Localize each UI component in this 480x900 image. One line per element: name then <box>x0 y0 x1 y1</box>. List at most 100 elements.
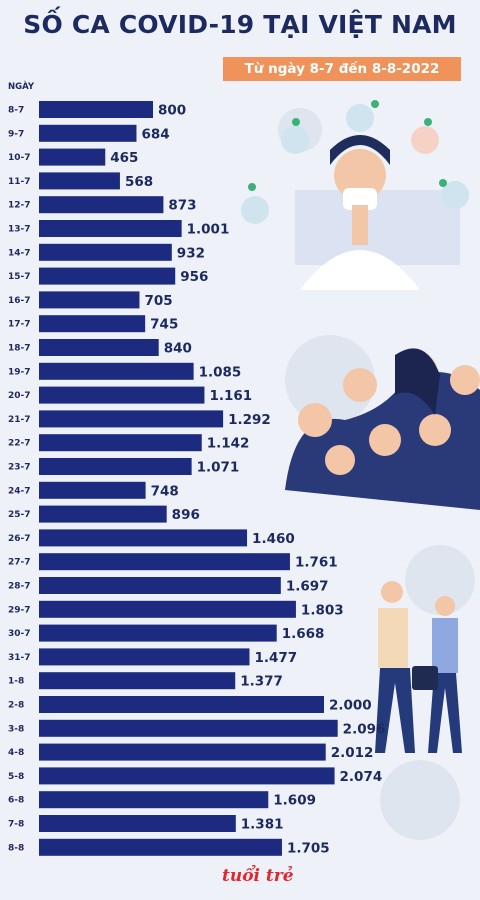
category-label: 15-7 <box>8 272 31 282</box>
doctor-illustration <box>295 135 460 290</box>
category-label: 26-7 <box>8 534 31 544</box>
category-label: 31-7 <box>8 653 31 663</box>
value-label: 465 <box>110 150 138 166</box>
bar <box>39 791 269 809</box>
value-label: 2.012 <box>331 745 374 761</box>
value-label: 1.697 <box>286 579 329 595</box>
category-label: 28-7 <box>8 582 31 592</box>
value-label: 1.142 <box>207 436 250 452</box>
bar <box>39 124 137 142</box>
category-label: 3-8 <box>8 724 24 734</box>
category-label: 5-8 <box>8 772 24 782</box>
value-label: 1.761 <box>295 555 338 571</box>
category-label: 8-8 <box>8 843 24 853</box>
value-label: 684 <box>141 126 169 142</box>
value-label: 1.477 <box>254 650 297 666</box>
value-label: 896 <box>172 507 200 523</box>
value-label: 745 <box>150 317 178 333</box>
crowd-illustration <box>285 348 480 510</box>
bar <box>39 148 106 166</box>
category-label: 18-7 <box>8 344 31 354</box>
value-label: 568 <box>125 174 153 190</box>
value-label: 1.381 <box>241 817 284 833</box>
bar <box>39 458 192 475</box>
category-label: 17-7 <box>8 320 31 330</box>
value-label: 873 <box>168 198 196 214</box>
value-label: 840 <box>164 341 192 357</box>
bar <box>39 196 164 214</box>
category-label: 11-7 <box>8 177 31 187</box>
bar <box>39 243 172 261</box>
bar <box>39 386 205 404</box>
value-label: 1.668 <box>282 626 325 642</box>
category-label: 8-7 <box>8 106 24 116</box>
category-label: 27-7 <box>8 558 31 568</box>
bar <box>39 410 224 428</box>
value-label: 1.085 <box>199 364 242 380</box>
value-label: 748 <box>151 483 179 499</box>
category-label: 30-7 <box>8 629 31 639</box>
bar <box>39 101 153 118</box>
category-label: 14-7 <box>8 248 31 258</box>
category-label: 25-7 <box>8 510 31 520</box>
value-label: 932 <box>177 245 205 261</box>
tuoi-tre-logo: tuổi trẻ <box>222 866 294 886</box>
category-label: 19-7 <box>8 367 31 377</box>
bar <box>39 362 194 380</box>
category-label: 9-7 <box>8 129 24 139</box>
page-title: SỐ CA COVID-19 TẠI VIỆT NAM <box>23 10 457 39</box>
bar <box>39 553 290 571</box>
value-label: 1.001 <box>187 222 230 238</box>
category-label: 21-7 <box>8 415 31 425</box>
bar <box>39 267 176 285</box>
bar <box>39 696 324 713</box>
bar <box>39 529 248 547</box>
bar <box>39 315 146 333</box>
bar <box>39 648 250 666</box>
value-label: 2.096 <box>343 721 386 737</box>
bar <box>39 339 159 356</box>
value-label: 1.705 <box>287 840 330 856</box>
category-label: 16-7 <box>8 296 31 306</box>
bar <box>39 291 140 309</box>
value-label: 1.803 <box>301 602 344 618</box>
walking-couple-illustration <box>375 581 462 753</box>
bar <box>39 505 167 523</box>
bar <box>39 838 282 856</box>
avatar-bubbles <box>241 100 469 224</box>
value-label: 1.609 <box>273 793 316 809</box>
category-label: 29-7 <box>8 605 31 615</box>
category-label: 7-8 <box>8 820 24 830</box>
value-label: 1.071 <box>197 460 240 476</box>
category-label: 6-8 <box>8 796 24 806</box>
bar <box>39 767 335 785</box>
bar <box>39 672 236 690</box>
bar <box>39 172 120 190</box>
bar <box>39 481 146 499</box>
value-label: 2.074 <box>340 769 383 785</box>
value-label: 956 <box>180 269 208 285</box>
value-label: 1.161 <box>209 388 252 404</box>
bar <box>39 220 182 237</box>
bar <box>39 624 277 642</box>
bar <box>39 815 236 832</box>
value-label: 1.460 <box>252 531 295 547</box>
value-label: 2.000 <box>329 698 372 714</box>
value-label: 1.377 <box>240 674 283 690</box>
bar <box>39 577 281 594</box>
value-label: 800 <box>158 103 186 119</box>
date-range-badge: Từ ngày 8-7 đến 8-8-2022 <box>223 57 461 81</box>
axis-header-date: NGÀY <box>8 82 35 92</box>
bar <box>39 434 202 452</box>
category-label: 13-7 <box>8 225 31 235</box>
category-label: 12-7 <box>8 201 31 211</box>
category-label: 4-8 <box>8 748 24 758</box>
value-label: 1.292 <box>228 412 271 428</box>
bar <box>39 719 338 737</box>
category-label: 24-7 <box>8 486 31 496</box>
category-label: 23-7 <box>8 463 31 473</box>
category-label: 1-8 <box>8 677 24 687</box>
category-label: 22-7 <box>8 439 31 449</box>
